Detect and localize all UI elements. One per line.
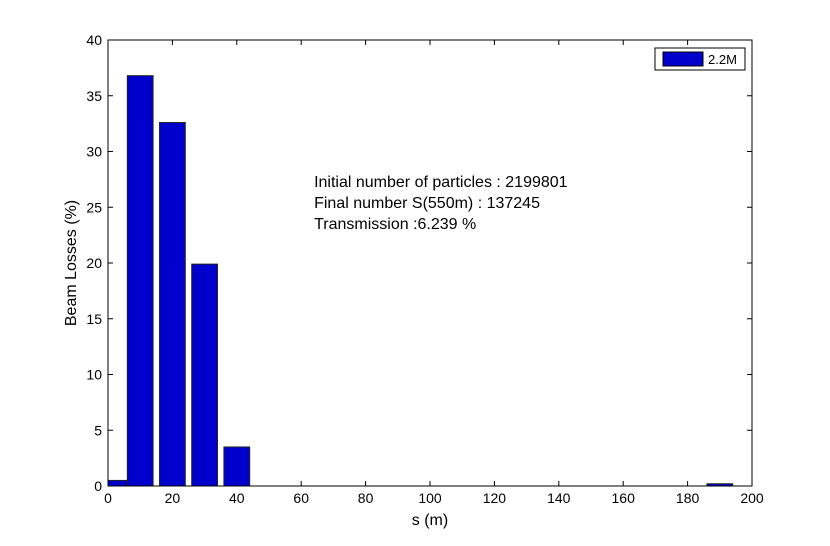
x-tick-label: 80 [358,490,374,506]
bar [223,446,251,487]
bar [126,75,154,487]
y-tick-label: 35 [86,88,102,104]
annotation-transmission: Transmission :6.239 % [314,216,476,233]
x-tick-label: 120 [483,490,507,506]
x-tick-label: 140 [547,490,571,506]
x-tick-label: 40 [229,490,245,506]
y-tick-label: 30 [86,144,102,160]
y-tick-label: 40 [86,32,102,48]
annotation-initial-particles: Initial number of particles : 2199801 [314,174,568,191]
tick-labels: 0 20 40 60 80 100 120 140 160 180 200 0 5 10 15 20 25 30 3… [86,32,763,506]
x-tick-label: 160 [612,490,636,506]
y-tick-label: 0 [94,478,102,494]
plot-frame [107,39,753,487]
y-tick-label: 10 [86,367,102,383]
legend-swatch [662,51,704,67]
y-tick-label: 20 [86,255,102,271]
y-tick-label: 5 [94,422,102,438]
x-tick-label: 200 [740,490,764,506]
x-tick-label: 60 [293,490,309,506]
annotation-final-number: Final number S(550m) : 137245 [314,195,540,212]
bar [191,263,218,487]
x-tick-label: 20 [165,490,181,506]
x-tick-label: 180 [676,490,700,506]
x-tick-label: 0 [104,490,112,506]
y-tick-label: 25 [86,199,102,215]
bar [159,122,186,487]
y-tick-label: 15 [86,311,102,327]
x-axis-label: s (m) [412,512,448,529]
x-tick-label: 100 [418,490,442,506]
bars [107,75,734,487]
legend-label: 2.2M [708,52,737,67]
y-axis-label: Beam Losses (%) [63,200,80,326]
annotation-block: Initial number of particles : 2199801 Fi… [314,174,568,233]
bar [107,479,128,487]
legend: 2.2M [654,47,746,71]
